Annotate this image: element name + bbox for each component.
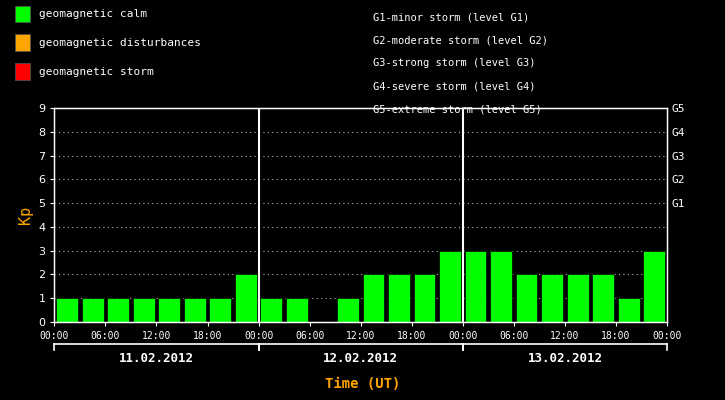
Text: G5-extreme storm (level G5): G5-extreme storm (level G5) — [373, 105, 542, 115]
Text: geomagnetic storm: geomagnetic storm — [39, 67, 154, 77]
Bar — [592, 274, 614, 322]
Bar — [337, 298, 359, 322]
Text: Time (UT): Time (UT) — [325, 377, 400, 391]
Text: 13.02.2012: 13.02.2012 — [527, 352, 602, 365]
Bar — [439, 251, 461, 322]
Bar — [107, 298, 129, 322]
Bar — [618, 298, 639, 322]
Text: G4-severe storm (level G4): G4-severe storm (level G4) — [373, 82, 536, 92]
Bar — [235, 274, 257, 322]
Text: G1-minor storm (level G1): G1-minor storm (level G1) — [373, 12, 530, 22]
Bar — [133, 298, 154, 322]
Bar — [210, 298, 231, 322]
Bar — [542, 274, 563, 322]
Bar — [515, 274, 537, 322]
Bar — [260, 298, 282, 322]
Y-axis label: Kp: Kp — [17, 206, 33, 224]
Bar — [158, 298, 180, 322]
Bar — [465, 251, 486, 322]
Bar — [184, 298, 206, 322]
Text: 11.02.2012: 11.02.2012 — [119, 352, 194, 365]
Bar — [82, 298, 104, 322]
Text: G2-moderate storm (level G2): G2-moderate storm (level G2) — [373, 35, 548, 45]
Bar — [490, 251, 512, 322]
Text: geomagnetic calm: geomagnetic calm — [39, 9, 147, 19]
Bar — [414, 274, 435, 322]
Text: geomagnetic disturbances: geomagnetic disturbances — [39, 38, 201, 48]
Bar — [567, 274, 589, 322]
Bar — [286, 298, 307, 322]
Bar — [57, 298, 78, 322]
Bar — [362, 274, 384, 322]
Bar — [388, 274, 410, 322]
Bar — [643, 251, 665, 322]
Text: G3-strong storm (level G3): G3-strong storm (level G3) — [373, 58, 536, 68]
Text: 12.02.2012: 12.02.2012 — [323, 352, 398, 365]
